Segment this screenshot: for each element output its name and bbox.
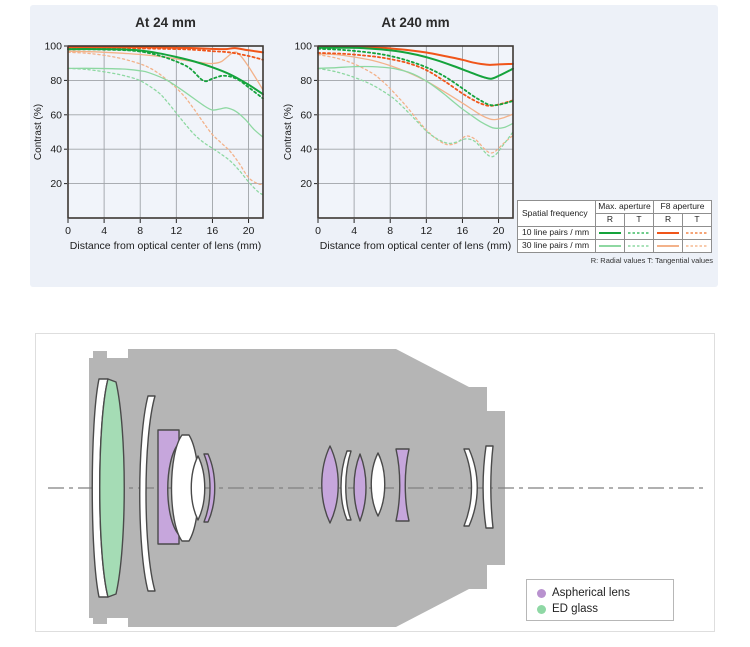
line-swatch: [653, 239, 684, 253]
ed-glass-dot-icon: [537, 604, 546, 614]
svg-text:16: 16: [207, 225, 219, 237]
ed-glass-label: ED glass: [552, 603, 599, 615]
svg-text:0: 0: [315, 225, 321, 237]
legend-footnote: R: Radial values T: Tangential values: [590, 256, 713, 265]
line-swatch: [595, 226, 625, 240]
svg-text:16: 16: [457, 225, 469, 237]
svg-text:20: 20: [50, 178, 62, 190]
svg-text:40: 40: [50, 144, 62, 156]
svg-text:100: 100: [294, 41, 312, 53]
svg-text:80: 80: [50, 75, 62, 87]
line-swatch: [623, 239, 655, 253]
legend-row-label-30lp: 30 line pairs / mm: [517, 239, 596, 253]
chart-title-240mm: At 240 mm: [381, 15, 450, 30]
lens-element-biconvex-2: [370, 452, 386, 517]
svg-text:8: 8: [137, 225, 143, 237]
svg-text:60: 60: [300, 109, 312, 121]
lens-element-meniscus-3: [340, 450, 352, 521]
lens-element-aspherical-2: [203, 453, 216, 523]
svg-text:Contrast (%): Contrast (%): [283, 104, 294, 160]
svg-text:12: 12: [170, 225, 182, 237]
svg-text:20: 20: [300, 178, 312, 190]
svg-text:12: 12: [420, 225, 432, 237]
svg-text:0: 0: [65, 225, 71, 237]
svg-text:80: 80: [300, 75, 312, 87]
lens-construction-diagram: [48, 349, 704, 627]
line-swatch: [682, 226, 713, 240]
svg-text:60: 60: [50, 109, 62, 121]
legend-row-label-10lp: 10 line pairs / mm: [517, 226, 596, 240]
svg-text:20: 20: [493, 225, 505, 237]
legend-item-aspherical: Aspherical lens: [537, 585, 673, 601]
lens-front-group: [91, 378, 216, 598]
svg-text:40: 40: [300, 144, 312, 156]
lens-element-aspherical-5: [395, 448, 410, 522]
legend-subheader-t: T: [682, 213, 713, 227]
lens-element-ed-glass: [99, 378, 125, 598]
lens-element-meniscus-4: [463, 448, 478, 527]
legend-subheader-r: R: [653, 213, 684, 227]
svg-text:Distance from optical center o: Distance from optical center of lens (mm…: [70, 240, 261, 252]
lens-element-aspherical-4: [353, 453, 367, 522]
lens-element-aspherical-3: [321, 445, 339, 524]
svg-text:4: 4: [101, 225, 107, 237]
spatial-frequency-table: Spatial frequency Max. aperture F8 apert…: [517, 200, 713, 253]
lens-element-meniscus-2: [139, 395, 156, 592]
legend-item-ed-glass: ED glass: [537, 601, 673, 617]
lens-legend-box: Aspherical lens ED glass: [526, 579, 674, 621]
svg-text:4: 4: [351, 225, 357, 237]
lens-rear-group: [463, 445, 494, 529]
mtf-plot-24mm: 0 4 8 12 16 20 20 40 60 80 100 Contrast (%) Distance…: [33, 41, 264, 252]
legend-subheader-t: T: [623, 213, 655, 227]
lens-element-rear-slab: [482, 445, 494, 529]
svg-text:Contrast (%): Contrast (%): [33, 104, 44, 160]
mtf-legend-table: Spatial frequency Max. aperture F8 apert…: [517, 200, 713, 265]
mtf-plot-240mm: 0 4 8 12 16 20 20 40 60 80 100 Contrast (%) Distance…: [283, 41, 514, 252]
lens-middle-group: [321, 445, 410, 524]
line-swatch: [682, 239, 713, 253]
aspherical-lens-label: Aspherical lens: [552, 587, 630, 599]
line-swatch: [623, 226, 655, 240]
svg-text:Distance from optical center o: Distance from optical center of lens (mm…: [320, 240, 511, 252]
legend-subheader-r: R: [595, 213, 625, 227]
mtf-charts-panel: At 24 mm 0 4 8 12 16 20 20 40 60 80 100 Contrast (%…: [30, 5, 718, 287]
svg-text:20: 20: [243, 225, 255, 237]
svg-text:100: 100: [44, 41, 62, 53]
svg-text:8: 8: [387, 225, 393, 237]
legend-header-max-aperture: Max. aperture: [594, 200, 655, 214]
aspherical-lens-dot-icon: [537, 588, 546, 598]
legend-header-f8-aperture: F8 aperture: [653, 200, 713, 214]
lens-construction-panel: Aspherical lens ED glass: [35, 333, 715, 632]
legend-header-spatial-frequency: Spatial frequency: [517, 200, 596, 227]
chart-title-24mm: At 24 mm: [135, 15, 196, 30]
line-swatch: [653, 226, 684, 240]
line-swatch: [595, 239, 625, 253]
lens-element-white-3: [170, 434, 200, 542]
lens-element-biconvex-1: [190, 455, 206, 521]
